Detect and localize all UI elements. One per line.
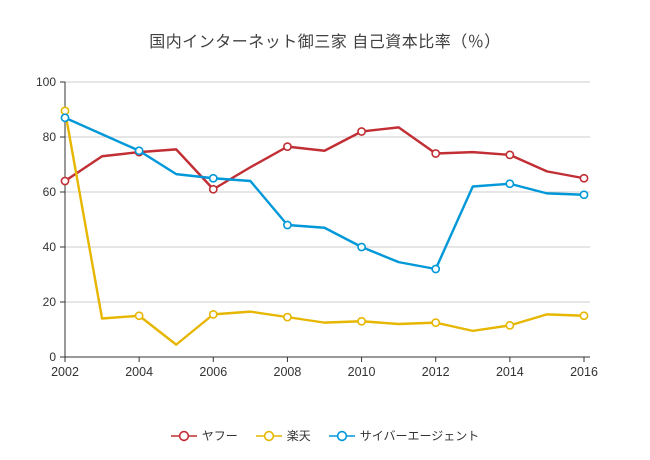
legend-circle xyxy=(178,430,189,441)
data-point-marker[interactable] xyxy=(579,311,589,321)
series-line-1 xyxy=(63,109,586,346)
chart-legend: ヤフー 楽天 サイバーエージェント xyxy=(0,427,650,444)
x-axis-tick-label: 2004 xyxy=(125,365,153,379)
legend-line-marker-icon xyxy=(170,430,197,441)
legend-label: サイバーエージェント xyxy=(359,429,480,443)
y-axis-tick-label: 60 xyxy=(43,185,57,199)
data-point-marker[interactable] xyxy=(505,179,515,189)
y-axis-tick-label: 40 xyxy=(43,240,57,254)
x-axis-tick-label: 2002 xyxy=(51,365,79,379)
data-point-marker[interactable] xyxy=(208,184,218,194)
chart-title: 国内インターネット御三家 自己資本比率（％） xyxy=(149,34,501,51)
data-point-marker[interactable] xyxy=(357,242,366,252)
y-axis-tick-label: 80 xyxy=(43,130,57,144)
x-axis-tick-label: 2006 xyxy=(199,365,227,379)
data-point-marker[interactable] xyxy=(134,146,144,156)
data-point-marker[interactable] xyxy=(579,173,589,183)
data-point-marker[interactable] xyxy=(357,127,366,136)
data-point-marker[interactable] xyxy=(505,320,515,330)
series-line-2 xyxy=(63,116,586,271)
y-axis-tick-label: 100 xyxy=(36,75,56,89)
data-point-marker[interactable] xyxy=(134,311,144,321)
series-line-0 xyxy=(63,126,586,191)
y-axis-tick-label: 0 xyxy=(49,350,56,364)
legend-circle xyxy=(336,430,347,441)
data-point-marker[interactable] xyxy=(283,312,292,322)
legend-label: ヤフー xyxy=(201,429,238,443)
data-point-marker[interactable] xyxy=(431,149,441,158)
x-axis-tick-label: 2008 xyxy=(274,365,302,379)
legend-label: 楽天 xyxy=(286,429,311,443)
data-point-marker[interactable] xyxy=(208,309,218,319)
x-axis-tick-label: 2014 xyxy=(496,365,524,379)
legend-line-marker-icon xyxy=(255,430,282,441)
data-point-marker[interactable] xyxy=(579,190,589,200)
legend-item-0[interactable]: ヤフー xyxy=(170,427,238,444)
data-point-marker[interactable] xyxy=(431,264,441,274)
data-point-marker[interactable] xyxy=(60,113,70,123)
data-point-marker[interactable] xyxy=(505,150,515,160)
x-axis-tick-label: 2012 xyxy=(422,365,450,379)
legend-item-2[interactable]: サイバーエージェント xyxy=(328,427,480,444)
data-point-marker[interactable] xyxy=(60,176,70,186)
data-point-marker[interactable] xyxy=(283,220,292,230)
legend-item-1[interactable]: 楽天 xyxy=(255,427,311,444)
data-point-marker[interactable] xyxy=(431,318,441,328)
line-chart: 0 20 40 60 80 100 2002 2004 2006 2008 2010 2012 2014… xyxy=(36,75,598,379)
y-axis-tick-label: 20 xyxy=(43,295,57,309)
x-axis-tick-label: 2010 xyxy=(348,365,376,379)
x-axis-tick-label: 2016 xyxy=(570,365,598,379)
data-point-marker[interactable] xyxy=(283,142,292,152)
data-point-marker[interactable] xyxy=(208,173,218,183)
legend-line-marker-icon xyxy=(328,430,355,441)
legend-circle xyxy=(263,430,274,441)
data-point-marker[interactable] xyxy=(357,316,366,326)
